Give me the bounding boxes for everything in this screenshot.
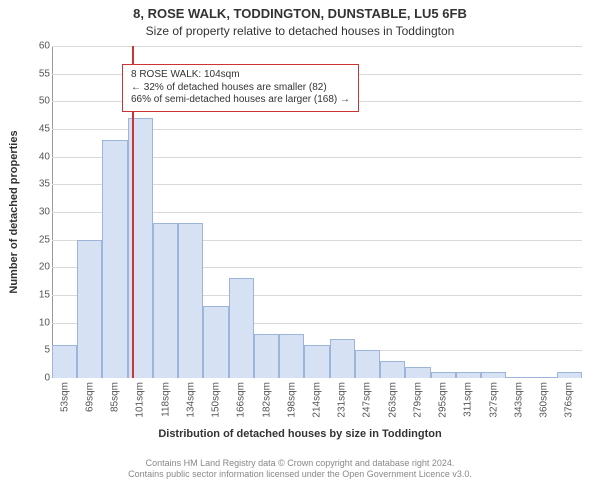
histogram-bar <box>77 240 102 378</box>
x-tick-label: 343sqm <box>513 382 524 418</box>
info-box-line: 8 ROSE WALK: 104sqm <box>131 69 350 82</box>
x-tick-label: 134sqm <box>185 382 196 418</box>
x-tick-label: 118sqm <box>160 382 171 417</box>
histogram-bar <box>456 372 481 378</box>
histogram-bar <box>557 372 582 378</box>
histogram-bar <box>52 345 77 378</box>
info-box-line: 66% of semi-detached houses are larger (… <box>131 94 350 107</box>
plot-area: 8 ROSE WALK: 104sqm← 32% of detached hou… <box>52 46 582 378</box>
x-tick-label: 376sqm <box>564 382 575 418</box>
info-box: 8 ROSE WALK: 104sqm← 32% of detached hou… <box>122 64 359 112</box>
histogram-bar <box>481 372 506 378</box>
y-tick-label: 50 <box>0 96 50 107</box>
histogram-bar <box>203 306 228 378</box>
x-tick-label: 85sqm <box>110 382 121 412</box>
histogram-bar <box>229 278 254 378</box>
y-axis-title: Number of detached properties <box>8 130 20 293</box>
x-tick-label: 198sqm <box>286 382 297 418</box>
y-tick-label: 60 <box>0 41 50 52</box>
x-tick-label: 360sqm <box>539 382 550 418</box>
histogram-bar <box>532 377 557 378</box>
histogram-bar <box>506 377 531 378</box>
x-tick-label: 279sqm <box>412 382 423 418</box>
info-box-line: ← 32% of detached houses are smaller (82… <box>131 82 350 95</box>
x-tick-label: 53sqm <box>59 382 70 412</box>
y-tick-label: 5 <box>0 345 50 356</box>
attribution-text: Contains HM Land Registry data © Crown c… <box>0 458 600 480</box>
x-tick-label: 311sqm <box>463 382 474 417</box>
histogram-bar <box>254 334 279 378</box>
chart-container: 8, ROSE WALK, TODDINGTON, DUNSTABLE, LU5… <box>0 0 600 500</box>
x-tick-label: 166sqm <box>236 382 247 418</box>
y-tick-label: 55 <box>0 68 50 79</box>
histogram-bar <box>380 361 405 378</box>
title-sub: Size of property relative to detached ho… <box>0 24 600 38</box>
histogram-bar <box>431 372 456 378</box>
histogram-bar <box>102 140 127 378</box>
histogram-bar <box>405 367 430 378</box>
x-tick-label: 101sqm <box>135 382 146 418</box>
histogram-bar <box>153 223 178 378</box>
y-tick-label: 0 <box>0 373 50 384</box>
histogram-bar <box>178 223 203 378</box>
x-tick-label: 295sqm <box>438 382 449 418</box>
attribution-line2: Contains public sector information licen… <box>0 469 600 480</box>
histogram-bar <box>279 334 304 378</box>
x-axis-title: Distribution of detached houses by size … <box>0 428 600 440</box>
y-tick-label: 10 <box>0 317 50 328</box>
histogram-bar <box>304 345 329 378</box>
x-tick-label: 214sqm <box>312 382 323 418</box>
x-tick-label: 69sqm <box>84 382 95 412</box>
x-tick-label: 150sqm <box>211 382 222 418</box>
x-tick-label: 263sqm <box>387 382 398 418</box>
x-tick-label: 247sqm <box>362 382 373 418</box>
x-tick-label: 231sqm <box>337 382 348 418</box>
histogram-bar <box>330 339 355 378</box>
histogram-bar <box>355 350 380 378</box>
attribution-line1: Contains HM Land Registry data © Crown c… <box>0 458 600 469</box>
x-tick-label: 182sqm <box>261 382 272 418</box>
title-main: 8, ROSE WALK, TODDINGTON, DUNSTABLE, LU5… <box>0 6 600 21</box>
x-tick-label: 327sqm <box>488 382 499 418</box>
